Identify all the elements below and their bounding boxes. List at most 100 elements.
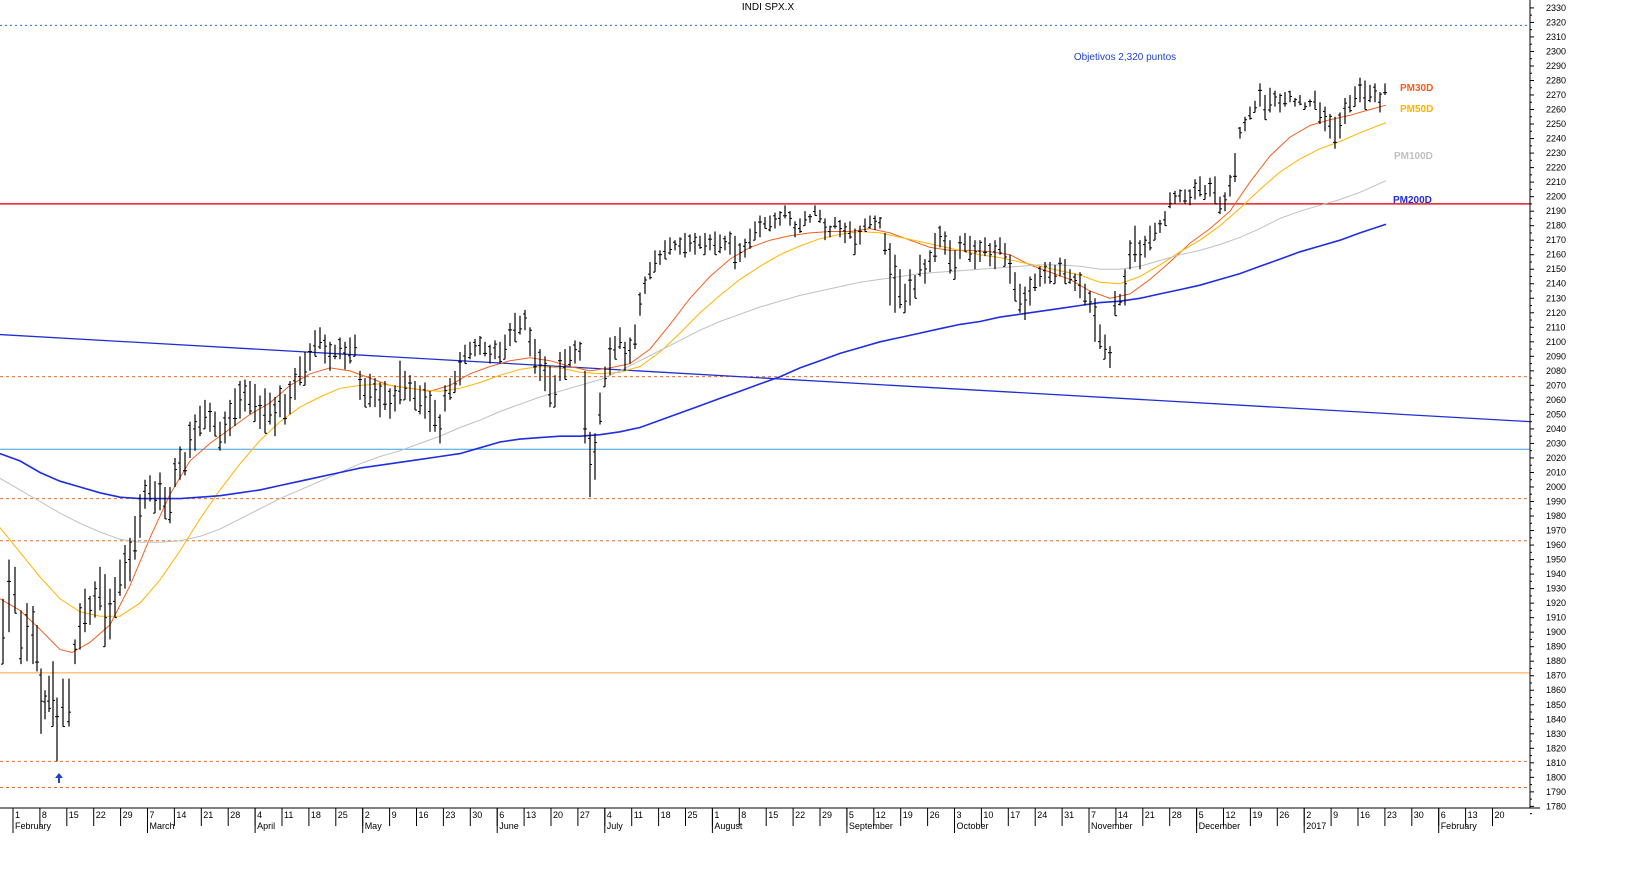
x-month-label: December xyxy=(1199,821,1241,831)
ohlc-bar xyxy=(963,232,967,253)
x-day-label: 19 xyxy=(1252,810,1262,820)
ohlc-bar xyxy=(968,235,972,262)
x-month-label: April xyxy=(257,821,275,831)
ohlc-bar xyxy=(1333,116,1337,149)
ohlc-bar xyxy=(863,218,867,232)
x-day-label: 14 xyxy=(176,810,186,820)
ohlc-bar xyxy=(918,254,922,277)
x-day-label: 16 xyxy=(1360,810,1370,820)
y-tick-label: 2140 xyxy=(1546,279,1566,289)
ohlc-bar xyxy=(613,336,617,360)
ohlc-bar xyxy=(213,411,217,437)
y-tick-label: 2100 xyxy=(1546,337,1566,347)
ohlc-bar xyxy=(323,334,327,364)
ohlc-bar xyxy=(793,221,797,238)
ohlc-bar xyxy=(1013,272,1017,302)
ohlc-bar xyxy=(508,322,512,347)
x-day-label: 27 xyxy=(580,810,590,820)
ohlc-bar xyxy=(418,385,422,415)
ohlc-bar xyxy=(1018,283,1022,313)
ohlc-bar xyxy=(838,219,842,238)
ohlc-bar xyxy=(1178,189,1182,203)
x-day-label: 19 xyxy=(903,810,913,820)
ohlc-bar xyxy=(503,334,507,360)
y-tick-label: 1960 xyxy=(1546,540,1566,550)
ohlc-bar xyxy=(208,402,212,432)
ohlc-bar xyxy=(953,250,957,280)
ohlc-bar xyxy=(93,581,97,618)
ohlc-bar xyxy=(1208,177,1212,197)
ohlc-bar xyxy=(278,385,282,418)
ohlc-bar xyxy=(818,209,822,223)
x-month-label: October xyxy=(957,821,989,831)
ohlc-bar xyxy=(1223,192,1227,212)
x-day-label: 4 xyxy=(607,810,612,820)
ohlc-bar xyxy=(713,231,717,256)
y-tick-label: 2040 xyxy=(1546,424,1566,434)
ohlc-bar xyxy=(368,373,372,408)
x-day-label: 26 xyxy=(1279,810,1289,820)
ohlc-bar xyxy=(398,360,402,405)
ohlc-bar xyxy=(388,388,392,419)
ohlc-bar xyxy=(433,399,437,432)
ohlc-bar xyxy=(753,221,757,241)
y-tick-label: 2230 xyxy=(1546,148,1566,158)
ohlc-bar xyxy=(1203,185,1207,201)
ohlc-bar xyxy=(1028,276,1032,306)
target-annotation: Objetivos 2,320 puntos xyxy=(1074,52,1176,63)
ohlc-bar xyxy=(67,678,71,727)
y-tick-label: 2280 xyxy=(1546,75,1566,85)
y-tick-label: 2030 xyxy=(1546,438,1566,448)
ohlc-bar xyxy=(908,269,912,306)
y-tick-label: 2130 xyxy=(1546,293,1566,303)
y-tick-label: 1870 xyxy=(1546,671,1566,681)
ohlc-bar xyxy=(123,545,127,589)
ohlc-bar xyxy=(1088,291,1092,313)
ohlc-bar xyxy=(748,228,752,249)
ohlc-bar xyxy=(448,378,452,400)
ma-label-pm50d: PM50D xyxy=(1400,104,1433,115)
x-day-label: 16 xyxy=(419,810,429,820)
x-month-label: August xyxy=(714,821,743,831)
ohlc-bar xyxy=(888,243,892,306)
ohlc-bar xyxy=(55,697,59,762)
ohlc-bar xyxy=(1173,190,1177,204)
ohlc-bar xyxy=(39,668,43,734)
ohlc-bar xyxy=(1353,86,1357,108)
ohlc-bar xyxy=(19,610,23,665)
ohlc-bar xyxy=(108,588,112,640)
ohlc-bar xyxy=(588,431,592,498)
ohlc-bar xyxy=(578,341,582,361)
ohlc-bar xyxy=(73,639,77,665)
ohlc-bar xyxy=(1293,97,1297,107)
ohlc-bar xyxy=(528,327,532,357)
ohlc-bar xyxy=(1103,334,1107,360)
ohlc-bar xyxy=(518,315,522,335)
x-day-label: 22 xyxy=(795,810,805,820)
ohlc-bar xyxy=(128,537,132,582)
ohlc-bar xyxy=(1133,225,1137,262)
ohlc-bar xyxy=(1268,87,1272,113)
ohlc-bar xyxy=(603,366,607,388)
ohlc-bar xyxy=(513,312,517,343)
ohlc-bar xyxy=(893,254,897,313)
ohlc-bar xyxy=(88,595,92,625)
ohlc-bar xyxy=(218,421,222,451)
ohlc-bar xyxy=(148,475,152,502)
ohlc-bar xyxy=(153,481,157,514)
y-tick-label: 1930 xyxy=(1546,584,1566,594)
ohlc-bar xyxy=(1253,100,1257,113)
ohlc-bar xyxy=(1138,240,1142,270)
low-marker-arrow xyxy=(55,773,63,783)
x-month-label: February xyxy=(1441,821,1478,831)
y-tick-label: 2090 xyxy=(1546,351,1566,361)
ohlc-bar xyxy=(608,337,612,376)
ohlc-bar xyxy=(113,577,117,619)
x-day-label: 30 xyxy=(472,810,482,820)
y-tick-label: 2020 xyxy=(1546,453,1566,463)
ohlc-bar xyxy=(988,243,992,267)
ohlc-bar xyxy=(1053,264,1057,285)
ohlc-bar xyxy=(803,211,807,227)
ohlc-bar xyxy=(253,383,257,423)
ohlc-bar xyxy=(698,235,702,249)
